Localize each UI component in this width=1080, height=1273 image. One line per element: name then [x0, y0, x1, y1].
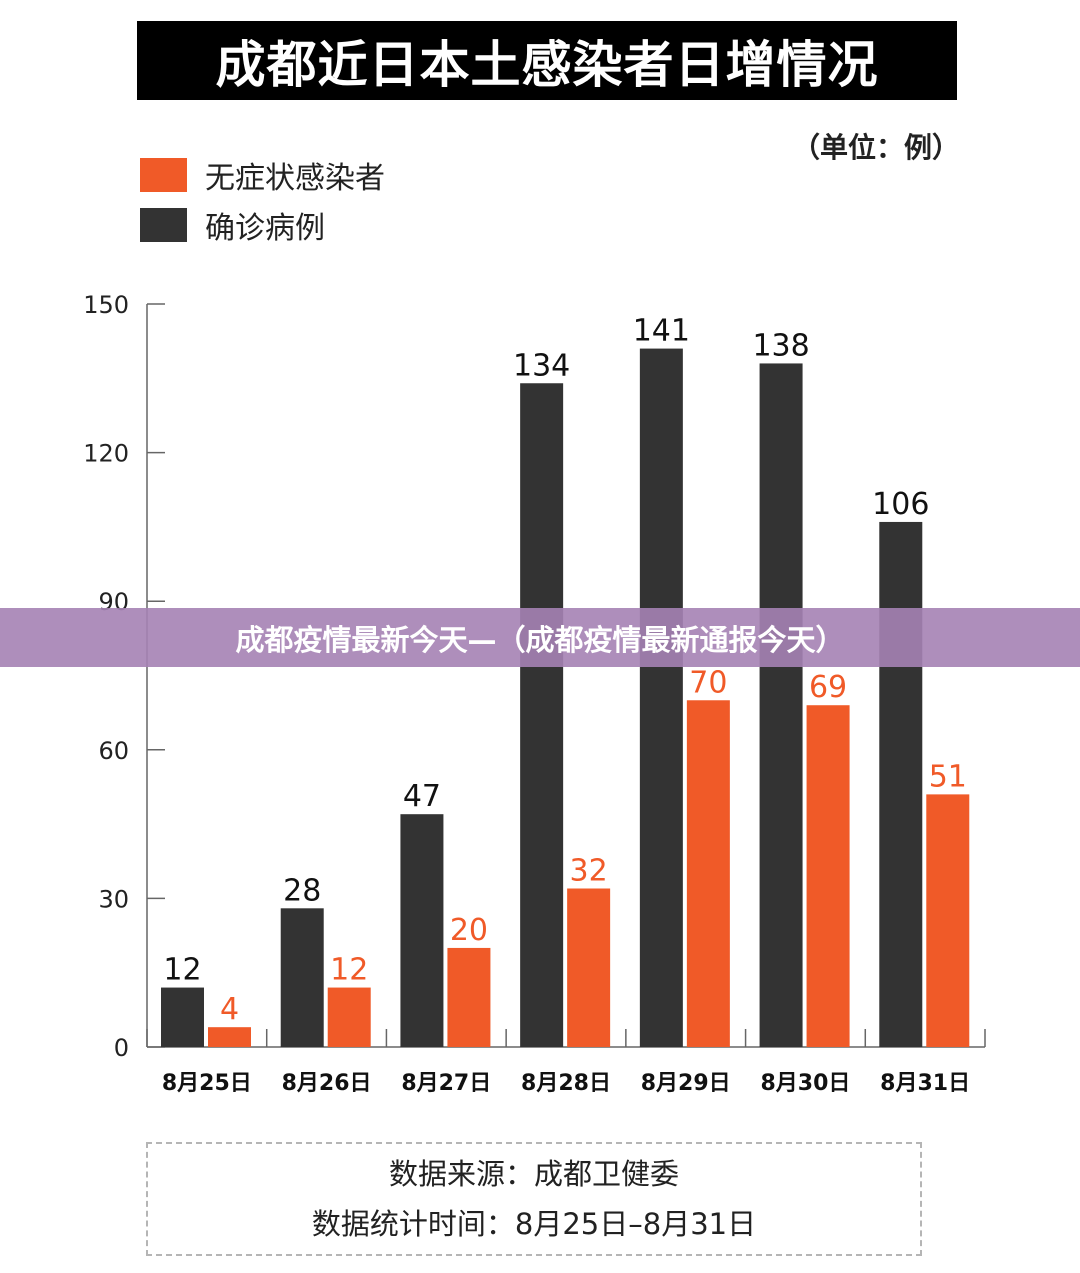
bar-asymptomatic — [686, 700, 730, 1047]
y-tick-label: 120 — [83, 440, 129, 468]
bar-asymptomatic — [447, 947, 491, 1047]
chart-title: 成都近日本土感染者日增情况 — [215, 35, 879, 94]
legend-label-asymptomatic: 无症状感染者 — [205, 161, 385, 196]
overlay-banner-text: 成都疫情最新今天—（成都疫情最新通报今天） — [235, 622, 845, 657]
bar-asymptomatic — [926, 794, 970, 1047]
data-label-asymptomatic: 51 — [929, 759, 967, 794]
data-label-asymptomatic: 70 — [689, 665, 727, 700]
legend-swatch-confirmed — [140, 208, 187, 242]
legend-item-asymptomatic: 无症状感染者 — [140, 153, 385, 197]
y-tick-label: 0 — [114, 1034, 129, 1062]
data-label-confirmed: 106 — [872, 487, 929, 522]
data-label-asymptomatic: 69 — [809, 670, 847, 705]
legend-item-confirmed: 确诊病例 — [140, 203, 325, 247]
bar-asymptomatic — [806, 705, 850, 1047]
data-label-confirmed: 47 — [403, 779, 441, 814]
x-tick-label: 8月29日 — [641, 1071, 731, 1096]
x-tick-label: 8月26日 — [282, 1071, 372, 1096]
overlay-banner: 成都疫情最新今天—（成都疫情最新通报今天） — [0, 608, 1080, 667]
y-tick-label: 60 — [98, 737, 129, 765]
stats-period-line: 数据统计时间：8月25日–8月31日 — [311, 1207, 757, 1241]
bar-confirmed — [879, 521, 923, 1047]
legend-label-confirmed: 确诊病例 — [205, 211, 325, 246]
bar-asymptomatic — [567, 888, 611, 1047]
y-tick-label: 150 — [83, 291, 129, 319]
chart-title-box: 成都近日本土感染者日增情况 — [137, 21, 957, 100]
bar-confirmed — [520, 383, 564, 1048]
data-label-confirmed: 28 — [283, 873, 321, 908]
unit-label: （单位：例） — [791, 131, 960, 164]
data-label-asymptomatic: 20 — [450, 913, 488, 948]
x-tick-label: 8月27日 — [401, 1071, 491, 1096]
source-box: 数据来源：成都卫健委 数据统计时间：8月25日–8月31日 — [146, 1142, 922, 1256]
bar-confirmed — [400, 814, 444, 1047]
bar-asymptomatic — [208, 1027, 251, 1047]
bar-confirmed — [280, 908, 324, 1047]
data-label-confirmed: 134 — [513, 348, 570, 383]
data-label-confirmed: 12 — [163, 953, 201, 988]
bar-confirmed — [639, 348, 683, 1048]
x-tick-label: 8月25日 — [162, 1071, 252, 1096]
x-tick-label: 8月30日 — [760, 1071, 850, 1096]
data-label-asymptomatic: 12 — [330, 953, 368, 988]
x-tick-label: 8月31日 — [880, 1071, 970, 1096]
bar-asymptomatic — [327, 987, 371, 1047]
legend-swatch-asymptomatic — [140, 158, 187, 192]
source-line: 数据来源：成都卫健委 — [388, 1157, 679, 1191]
x-tick-label: 8月28日 — [521, 1071, 611, 1096]
data-label-asymptomatic: 32 — [570, 853, 608, 888]
data-label-confirmed: 141 — [633, 314, 690, 349]
y-tick-label: 30 — [98, 885, 129, 913]
data-label-asymptomatic: 4 — [220, 992, 239, 1027]
bar-confirmed — [161, 987, 204, 1047]
data-label-confirmed: 138 — [752, 328, 809, 363]
bar-confirmed — [759, 363, 803, 1047]
